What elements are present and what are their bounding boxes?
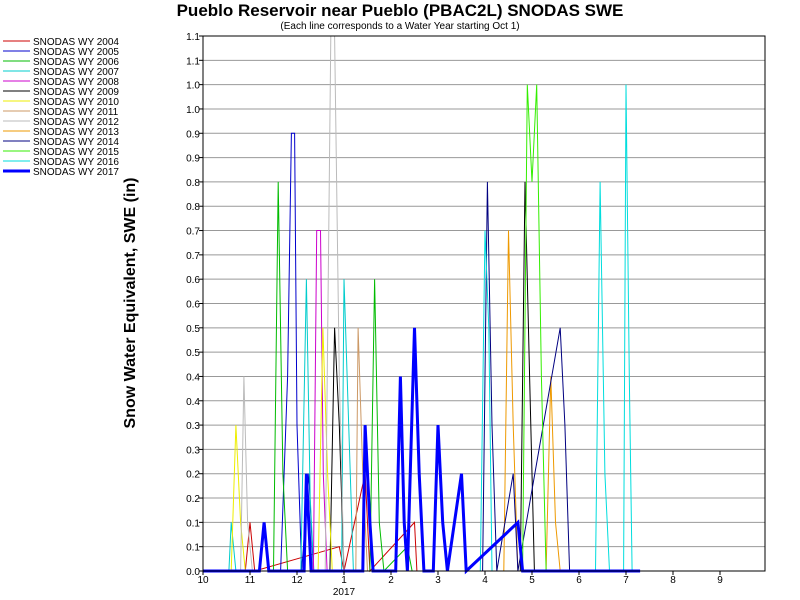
- y-tick-label: 0.0: [186, 567, 200, 578]
- x-tick-label: 8: [670, 575, 676, 586]
- x-year-label: 2017: [333, 587, 356, 598]
- legend-entry: SNODAS WY 2004: [33, 37, 119, 48]
- x-tick-label: 11: [245, 575, 256, 586]
- y-tick-label: 0.7: [186, 251, 200, 262]
- y-tick-label: 1.1: [186, 56, 200, 67]
- y-tick-label: 0.3: [186, 421, 200, 432]
- series-line-snodas-wy-2014: [203, 181, 610, 572]
- y-tick-label: 0.6: [186, 300, 200, 311]
- legend-entry: SNODAS WY 2009: [33, 87, 119, 98]
- x-tick-label: 10: [197, 575, 209, 586]
- chart-subtitle: (Each line corresponds to a Water Year s…: [280, 21, 519, 32]
- y-tick-label: 0.7: [186, 227, 200, 238]
- series-line-snodas-wy-2015: [203, 84, 598, 572]
- y-tick-label: 0.5: [186, 324, 200, 335]
- y-tick-label: 0.1: [186, 543, 200, 554]
- y-tick-label: 0.2: [186, 470, 200, 481]
- x-tick-label: 2: [388, 575, 394, 586]
- y-tick-label: 0.4: [186, 372, 200, 383]
- chart-title: Pueblo Reservoir near Pueblo (PBAC2L) SN…: [177, 1, 624, 20]
- x-tick-label: 5: [529, 575, 535, 586]
- series-line-snodas-wy-2016: [203, 84, 633, 572]
- y-tick-label: 0.8: [186, 178, 200, 189]
- y-tick-label: 0.5: [186, 348, 200, 359]
- legend-entry: SNODAS WY 2014: [33, 137, 119, 148]
- y-tick-label: 1.1: [186, 32, 200, 43]
- legend-entry: SNODAS WY 2005: [33, 47, 119, 58]
- x-tick-label: 6: [576, 575, 582, 586]
- series-line-snodas-wy-2007: [203, 279, 446, 572]
- y-axis-label: Snow Water Equivalent, SWE (in): [122, 178, 139, 429]
- legend-entry: SNODAS WY 2015: [33, 147, 119, 158]
- legend-entry: SNODAS WY 2017: [33, 167, 119, 178]
- series-line-snodas-wy-2017: [203, 327, 641, 575]
- x-tick-label: 4: [482, 575, 488, 586]
- y-tick-label: 0.6: [186, 275, 200, 286]
- y-tick-label: 0.2: [186, 494, 200, 505]
- y-tick-label: 1.0: [186, 81, 200, 92]
- y-tick-label: 1.0: [186, 105, 200, 116]
- y-tick-label: 0.3: [186, 445, 200, 456]
- x-tick-label: 3: [435, 575, 441, 586]
- axis-layer: 0.0 0.1 0.1 0.2 0.2 0.3 0.3 0.4 0.4 0.5 0.5 0.6 0.6 0…: [186, 32, 723, 598]
- x-tick-label: 7: [623, 575, 629, 586]
- legend-entry: SNODAS WY 2016: [33, 157, 119, 168]
- legend-entry: SNODAS WY 2007: [33, 67, 119, 78]
- legend-entry: SNODAS WY 2010: [33, 97, 119, 108]
- y-tick-label: 0.1: [186, 518, 200, 529]
- y-tick-label: 0.9: [186, 154, 200, 165]
- legend-entry: SNODAS WY 2011: [33, 107, 119, 118]
- legend-entry: SNODAS WY 2006: [33, 57, 119, 68]
- y-tick-label: 0.4: [186, 397, 200, 408]
- x-tick-label: 9: [717, 575, 723, 586]
- y-tick-label: 0.8: [186, 202, 200, 213]
- y-tick-label: 0.9: [186, 129, 200, 140]
- legend-entry: SNODAS WY 2008: [33, 77, 119, 88]
- legend-entry: SNODAS WY 2012: [33, 117, 119, 128]
- x-tick-label: 1: [341, 575, 347, 586]
- x-tick-label: 12: [291, 575, 303, 586]
- legend-entry: SNODAS WY 2013: [33, 127, 119, 138]
